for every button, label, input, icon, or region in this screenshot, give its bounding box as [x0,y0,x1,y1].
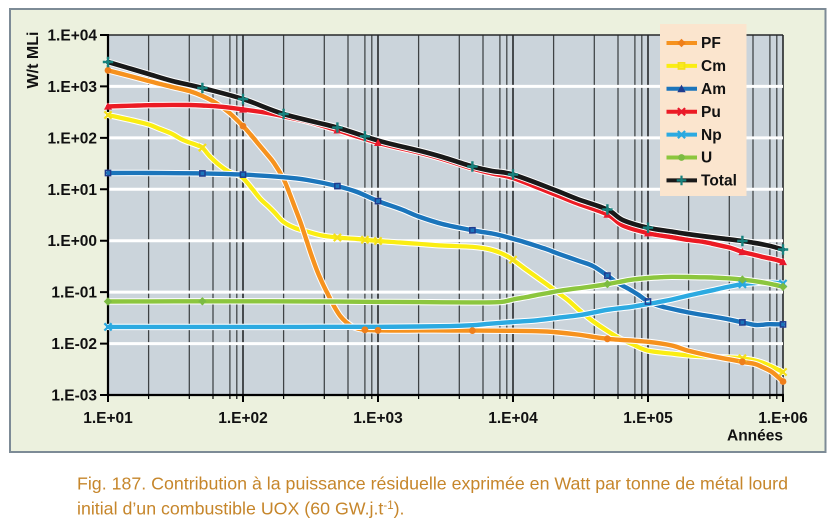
svg-text:1.E+04: 1.E+04 [488,410,538,427]
svg-text:1.E-03: 1.E-03 [51,388,97,405]
svg-text:Cm: Cm [701,58,726,75]
svg-text:Total: Total [701,173,737,190]
svg-text:1.E-02: 1.E-02 [51,336,97,353]
svg-text:1.E+02: 1.E+02 [218,410,268,427]
svg-text:1.E+05: 1.E+05 [623,410,673,427]
svg-text:1.E+03: 1.E+03 [353,410,403,427]
svg-text:Années: Années [727,428,783,445]
svg-text:PF: PF [701,35,721,52]
svg-text:W/t MLi: W/t MLi [25,32,42,89]
svg-text:Am: Am [701,81,726,98]
svg-text:U: U [701,150,712,167]
svg-text:1.E+01: 1.E+01 [47,182,97,199]
svg-text:Fig. 187. Contribution à la pu: Fig. 187. Contribution à la puissance ré… [77,474,788,494]
svg-text:1.E+01: 1.E+01 [83,410,133,427]
svg-text:1.E+03: 1.E+03 [47,79,97,96]
svg-text:initial d’un combustible UOX (: initial d’un combustible UOX (60 GW.j.t-… [77,499,404,519]
svg-text:1.E+04: 1.E+04 [47,28,97,45]
svg-text:Np: Np [701,127,722,144]
svg-text:1.E+02: 1.E+02 [47,130,97,147]
svg-text:Pu: Pu [701,104,721,121]
svg-text:1.E+06: 1.E+06 [758,410,808,427]
svg-text:1.E-01: 1.E-01 [51,285,97,302]
svg-text:1.E+00: 1.E+00 [47,233,97,250]
